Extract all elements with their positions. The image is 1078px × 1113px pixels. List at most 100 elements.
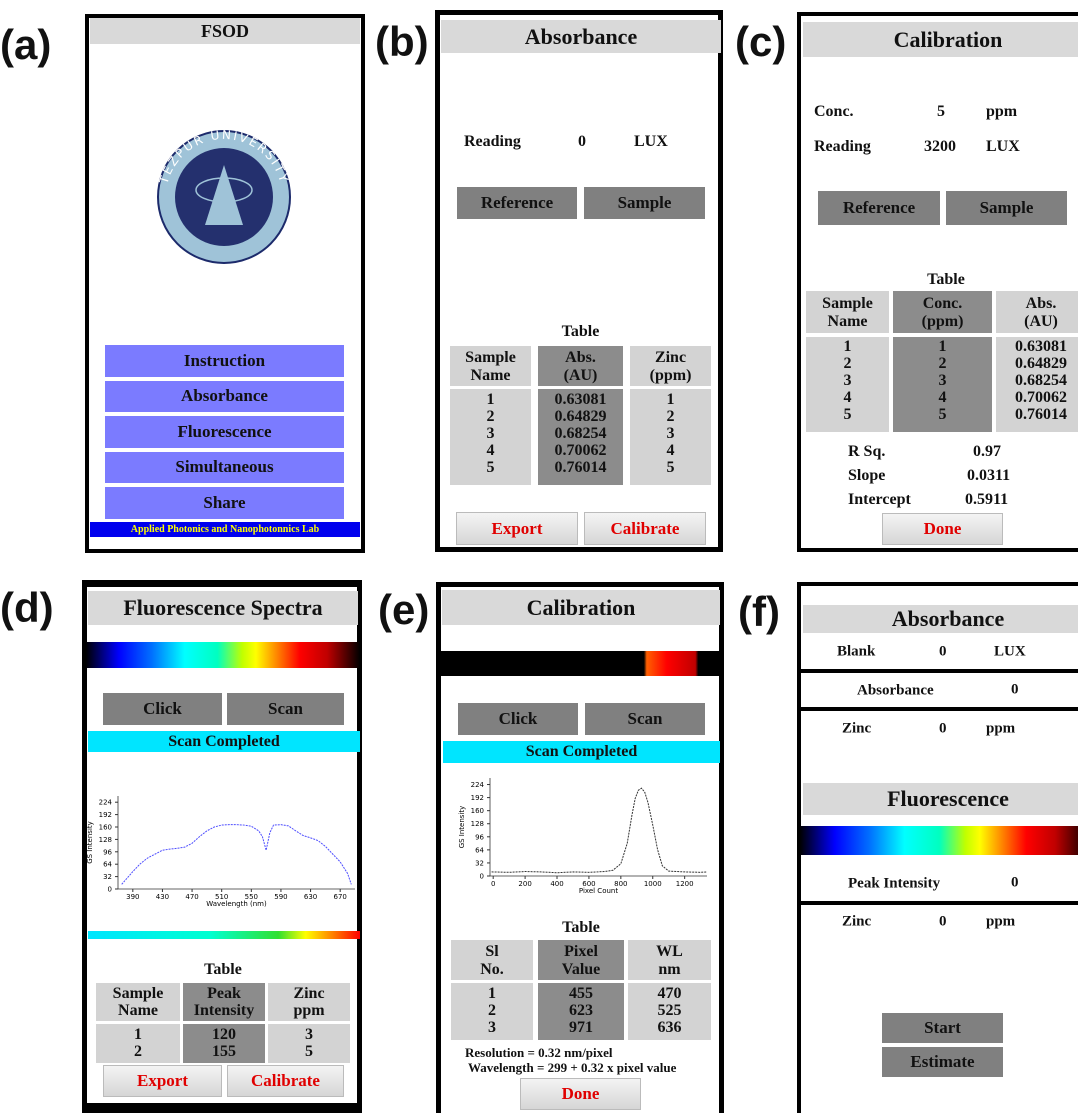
table-cell: 0.63081 xyxy=(1015,338,1067,356)
table-header-text: ppm xyxy=(293,1002,324,1020)
table-cell: 455 xyxy=(569,985,593,1003)
table-cell: 120 xyxy=(212,1026,236,1044)
spectrum xyxy=(438,651,724,676)
text: 0.97 xyxy=(973,443,1001,461)
table-cell: 0.70062 xyxy=(555,442,607,460)
table-header-text: Sample xyxy=(465,349,516,367)
menu-button[interactable]: Fluorescence xyxy=(105,416,344,448)
table-cell: 1 xyxy=(844,338,852,356)
status: Scan Completed xyxy=(443,741,720,763)
button[interactable]: Reference xyxy=(457,187,577,219)
text: Zinc xyxy=(842,721,871,738)
table-header-text: Zinc xyxy=(655,349,686,367)
note: Resolution = 0.32 nm/pixel xyxy=(465,1045,613,1061)
text: Reading xyxy=(464,133,521,151)
table-cell: 4 xyxy=(487,442,495,460)
table-cell: 1 xyxy=(488,985,496,1003)
table-header-text: Peak xyxy=(207,985,241,1003)
table-cell: 155 xyxy=(212,1043,236,1061)
title-bar: Absorbance xyxy=(803,605,1078,633)
table-header-text: Sample xyxy=(113,985,164,1003)
table-title: Table xyxy=(927,271,965,289)
text: ppm xyxy=(986,103,1017,121)
table-cell: 5 xyxy=(844,406,852,424)
button[interactable]: Scan xyxy=(227,693,344,725)
menu-button[interactable]: Share xyxy=(105,487,344,519)
text: 5 xyxy=(937,103,945,121)
table-cell: 0.76014 xyxy=(555,459,607,477)
button[interactable]: Start xyxy=(882,1013,1003,1043)
table-cell: 971 xyxy=(569,1019,593,1037)
table-title: Table xyxy=(562,323,600,341)
table-cell: 2 xyxy=(134,1043,142,1061)
table-cell: 5 xyxy=(667,459,675,477)
text: 0 xyxy=(939,914,947,931)
table-header-text: Value xyxy=(562,961,601,979)
table-cell: 4 xyxy=(667,442,675,460)
button[interactable]: Click xyxy=(458,703,578,735)
button[interactable]: Calibrate xyxy=(227,1065,344,1097)
table-cell: 3 xyxy=(487,425,495,443)
table-cell: 3 xyxy=(305,1026,313,1044)
text: R Sq. xyxy=(848,443,885,461)
button[interactable]: Export xyxy=(456,512,578,545)
button[interactable]: Reference xyxy=(818,191,940,225)
button[interactable]: Click xyxy=(103,693,222,725)
table-header-text: Abs. xyxy=(565,349,596,367)
title-bar: Fluorescence Spectra xyxy=(88,591,358,625)
table-header-text: Name xyxy=(828,313,868,331)
divider xyxy=(801,901,1078,905)
text: Intercept xyxy=(848,491,911,509)
table-cell: 525 xyxy=(658,1002,682,1020)
table-cell: 5 xyxy=(487,459,495,477)
table-header-text: WL xyxy=(656,943,683,961)
table-header-text: Sample xyxy=(822,295,873,313)
menu-button[interactable]: Absorbance xyxy=(105,381,344,413)
button[interactable]: Scan xyxy=(585,703,705,735)
title-bar: Calibration xyxy=(803,22,1078,57)
table-cell: 2 xyxy=(939,355,947,373)
text: 0.5911 xyxy=(965,491,1008,509)
table-title: Table xyxy=(204,961,242,979)
panel-label: (f) xyxy=(738,588,780,636)
button[interactable]: Sample xyxy=(584,187,705,219)
text: Reading xyxy=(814,138,871,156)
status-strip xyxy=(82,580,362,587)
spectrum xyxy=(86,642,360,668)
table-cell: 0.68254 xyxy=(1015,372,1067,390)
table-cell: 0.68254 xyxy=(555,425,607,443)
text: 0 xyxy=(1011,682,1019,699)
title-bar: Fluorescence xyxy=(803,783,1078,815)
title-bar: Absorbance xyxy=(441,20,721,53)
table-header-text: No. xyxy=(480,961,504,979)
divider xyxy=(801,707,1078,711)
table-cell: 2 xyxy=(667,408,675,426)
table-header-text: Intensity xyxy=(194,1002,254,1020)
text: Blank xyxy=(837,644,875,661)
button[interactable]: Calibrate xyxy=(584,512,706,545)
table-cell: 623 xyxy=(569,1002,593,1020)
table-cell: 0.64829 xyxy=(555,408,607,426)
table-header-text: Conc. xyxy=(923,295,963,313)
text: 0 xyxy=(1011,875,1019,892)
panel-label: (a) xyxy=(0,21,51,69)
button[interactable]: Done xyxy=(882,513,1003,545)
table-cell: 3 xyxy=(939,372,947,390)
button[interactable]: Estimate xyxy=(882,1047,1003,1077)
menu-button[interactable]: Simultaneous xyxy=(105,452,344,484)
text: 0 xyxy=(578,133,586,151)
button[interactable]: Export xyxy=(103,1065,222,1097)
table-cell: 3 xyxy=(488,1019,496,1037)
button[interactable]: Sample xyxy=(946,191,1067,225)
button[interactable]: Done xyxy=(520,1078,641,1110)
table-cell: 4 xyxy=(844,389,852,407)
table-header-text: nm xyxy=(658,961,680,979)
menu-button[interactable]: Instruction xyxy=(105,345,344,377)
table-cell: 0.76014 xyxy=(1015,406,1067,424)
table-header-text: Pixel xyxy=(564,943,598,961)
divider xyxy=(801,669,1078,673)
text: LUX xyxy=(634,133,668,151)
table-cell: 2 xyxy=(844,355,852,373)
table-header-text: (ppm) xyxy=(650,367,692,385)
screenshot: (a)FSODInstructionAbsorbanceFluorescence… xyxy=(0,0,1078,1113)
